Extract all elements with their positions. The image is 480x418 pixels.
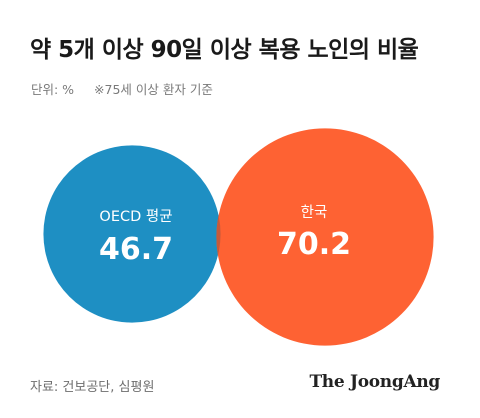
footnote-label: ※75세 이상 환자 기준 <box>94 82 213 97</box>
oecd-circle <box>43 145 221 323</box>
source-note: 자료: 건보공단, 심평원 <box>30 380 155 395</box>
chart-title: 약 5개 이상 90일 이상 복용 노인의 비율 <box>30 37 419 63</box>
brand-logo: The JoongAng <box>309 372 440 392</box>
korea-circle <box>216 128 434 346</box>
chart-subtitle: 단위: % ※75세 이상 환자 기준 <box>31 79 213 98</box>
oecd-value: 46.7 <box>99 232 173 267</box>
oecd-label: OECD 평균 <box>99 208 172 225</box>
korea-value: 70.2 <box>277 227 351 262</box>
korea-label: 한국 <box>301 204 328 221</box>
unit-label: 단위: % <box>31 82 75 97</box>
